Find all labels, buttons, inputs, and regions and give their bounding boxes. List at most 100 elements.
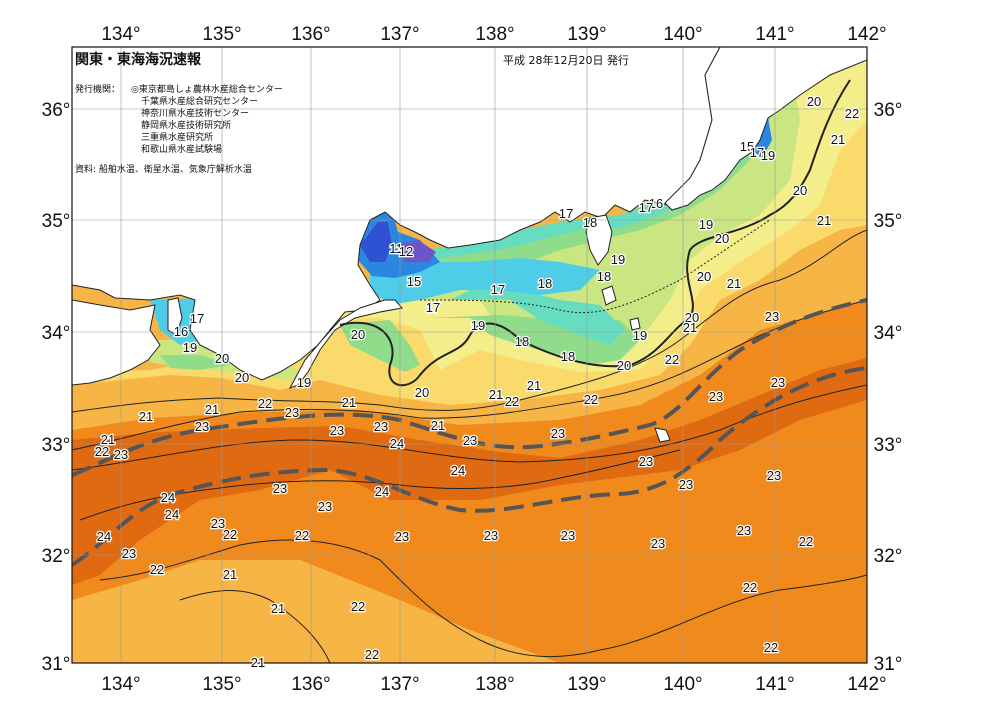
isotherm-value-label: 17 [750,145,764,160]
lat-tick-right: 31° [874,654,903,675]
isotherm-value-label: 21 [527,378,541,393]
isotherm-value-label: 23 [395,529,409,544]
isotherm-value-label: 24 [165,507,179,522]
land-awaji [167,297,183,336]
agency-item: ◎東京都島しょ農林水産総合センター [131,83,283,95]
isotherm-value-label: 20 [215,351,229,366]
temperature-fill-layer [72,47,867,663]
isotherm-value-label: 21 [205,402,219,417]
graticule [72,47,867,663]
lon-tick-bottom: 135° [202,674,241,695]
isotherm-value-label: 22 [365,647,379,662]
isotherm-value-label: 23 [767,468,781,483]
isotherm-value-label: 17 [639,200,653,215]
isotherm-value-label: 23 [737,523,751,538]
isotherm-23 [72,384,867,471]
sea-purple [395,240,436,262]
lon-tick-bottom: 141° [755,674,794,695]
isotherm-value-label: 24 [390,436,404,451]
isotherm-value-label: 19 [297,375,311,390]
isotherm-22-south [99,539,867,658]
sea-deep-orange-core [72,358,867,585]
lat-tick-left: 33° [42,435,71,456]
issue-date: 平成 28年12月20日 発行 [503,53,629,67]
isotherm-value-label: 19 [471,318,485,333]
isotherm-value-label: 21 [271,601,285,616]
lon-tick-bottom: 139° [567,674,606,695]
isotherm-value-label: 20 [715,231,729,246]
isotherm-value-label: 22 [665,352,679,367]
isotherm-value-label: 22 [584,392,598,407]
lon-tick-top: 139° [567,24,606,45]
isotherm-value-label: 15 [740,139,754,154]
isotherm-value-label: 18 [515,334,529,349]
isotherm-value-label: 21 [489,387,503,402]
land-honshu [72,47,721,381]
isotherm-value-label: 23 [273,481,287,496]
lat-tick-right: 32° [874,546,903,567]
data-source: 資料: 船舶水温、衛星水温、気象庁解析水温 [75,163,252,175]
agency-item: 静岡県水産技術研究所 [141,119,231,131]
isotherm-value-label: 19 [761,148,775,163]
isotherm-value-label: 22 [223,527,237,542]
isotherm-value-label: 18 [561,349,575,364]
isotherm-value-label: 23 [651,536,665,551]
land-oshima [601,285,617,306]
kuroshio-outer-axis [72,366,867,567]
isotherm-value-label: 23 [771,375,785,390]
isotherm-value-label: 22 [295,528,309,543]
isotherm-value-label: 20 [617,358,631,373]
agency-item: 千葉県水産総合研究センター [141,95,258,107]
isotherm-value-label: 24 [375,484,389,499]
lat-tick-left: 32° [42,546,71,567]
lon-tick-top: 140° [663,24,702,45]
lat-tick-right: 35° [874,211,903,232]
isotherm-value-label: 20 [685,310,699,325]
isotherm-value-label: 21 [831,132,845,147]
agency-item: 三重県水産研究所 [141,131,213,143]
isotherm-value-label: 20 [793,183,807,198]
isotherm-value-label: 22 [351,599,365,614]
isotherm-value-label: 23 [114,447,128,462]
isotherm-21-south [179,590,331,663]
isotherm-value-label: 15 [407,274,421,289]
isotherm-20 [339,79,851,387]
land-kii-peninsula [288,299,403,389]
isotherm-value-label: 24 [97,529,111,544]
isotherm-value-label: 24 [451,463,465,478]
isotherm-value-label: 21 [817,213,831,228]
map-title: 関東・東海海況速報 [75,51,202,68]
isotherm-value-label: 23 [318,499,332,514]
isotherm-value-label: 12 [399,244,413,259]
lon-tick-top: 134° [101,24,140,45]
map-frame [71,46,868,664]
isotherm-value-label: 23 [765,309,779,324]
kuroshio-inner-axis [72,298,867,477]
lon-tick-top: 141° [755,24,794,45]
isotherm-value-label: 23 [709,389,723,404]
isotherm-value-label: 21 [683,320,697,335]
lat-tick-right: 33° [874,435,903,456]
isotherm-value-label: 21 [251,655,265,670]
land-shikoku [72,299,161,386]
isotherm-value-label: 18 [597,269,611,284]
lon-tick-bottom: 134° [101,674,140,695]
isotherm-value-label: 20 [235,370,249,385]
isotherm-value-label: 20 [697,269,711,284]
lon-tick-top: 135° [202,24,241,45]
land-hachijo [654,427,671,443]
lat-tick-left: 31° [42,654,71,675]
isotherm-value-label: 24 [161,490,175,505]
isotherm-22 [72,299,867,451]
isotherm-value-label: 17 [190,311,204,326]
isotherm-value-label: 17 [559,206,573,221]
isotherm-value-label: 21 [431,418,445,433]
isotherm-value-label: 19 [183,340,197,355]
isotherm-value-label: 21 [223,567,237,582]
lon-tick-bottom: 142° [847,674,886,695]
isotherm-value-label: 21 [727,276,741,291]
land-izu-peninsula [585,214,613,266]
agencies-label: 発行機関： [75,83,120,95]
